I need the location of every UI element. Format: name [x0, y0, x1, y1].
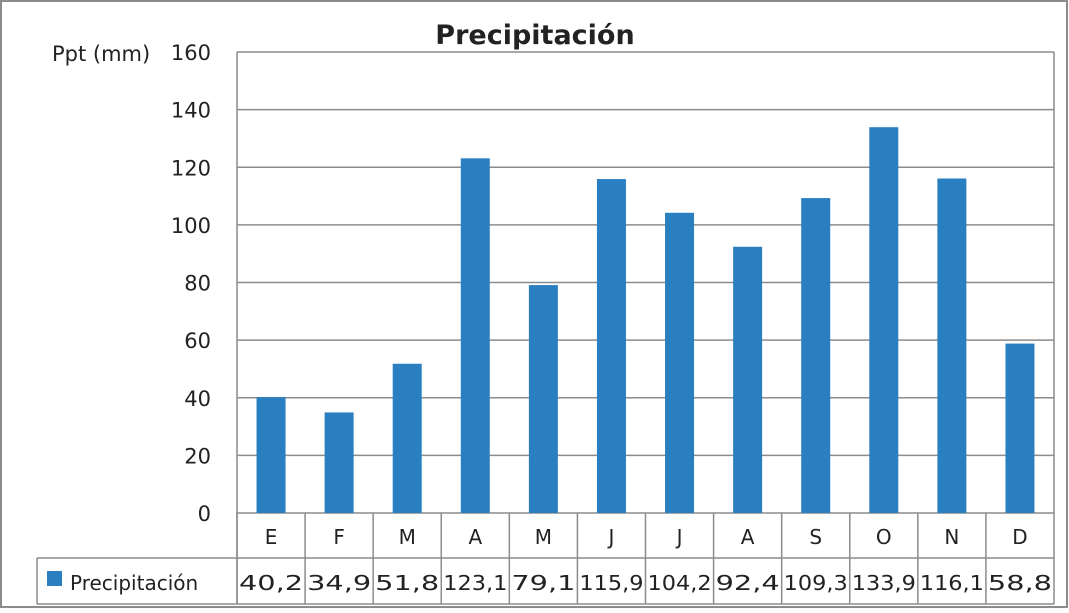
chart-title: Precipitación [435, 20, 634, 51]
data-value: 51,8 [375, 571, 439, 595]
category-label: E [265, 525, 278, 549]
bar-M [528, 285, 558, 513]
data-value: 109,3 [784, 571, 848, 595]
data-value: 116,1 [920, 571, 984, 595]
y-axis-label: Ppt (mm) [52, 42, 150, 66]
y-tick-label: 120 [171, 156, 211, 180]
bar-O [869, 127, 899, 513]
data-value: 92,4 [716, 571, 780, 595]
category-label: J [675, 525, 683, 549]
category-label: D [1012, 525, 1027, 549]
bar-A [733, 246, 763, 513]
category-label: J [607, 525, 615, 549]
bar-F [324, 412, 354, 513]
y-tick-label: 140 [171, 99, 211, 123]
category-label: A [468, 525, 482, 549]
bar-D [1005, 343, 1035, 513]
category-label: M [399, 525, 416, 549]
legend-label: Precipitación [70, 571, 198, 595]
y-tick-label: 100 [171, 214, 211, 238]
data-value: 115,9 [579, 571, 643, 595]
category-label: M [535, 525, 552, 549]
bar-M [392, 363, 422, 513]
data-value: 40,2 [239, 571, 303, 595]
bar-S [801, 198, 831, 513]
category-label: S [809, 525, 822, 549]
category-label: N [944, 525, 959, 549]
data-value: 104,2 [648, 571, 712, 595]
data-value: 123,1 [443, 571, 507, 595]
bar-E [256, 397, 286, 513]
bar-A [460, 158, 490, 514]
y-tick-label: 40 [184, 387, 211, 411]
y-tick-label: 80 [184, 272, 211, 296]
bar-N [937, 178, 967, 513]
y-tick-label: 20 [184, 444, 211, 468]
category-label: O [876, 525, 892, 549]
bar-J [596, 179, 626, 514]
legend-swatch [47, 571, 62, 586]
data-value: 34,9 [307, 571, 371, 595]
category-label: A [741, 525, 755, 549]
data-value: 79,1 [511, 571, 575, 595]
bar-J [665, 212, 695, 513]
y-tick-label: 160 [171, 41, 211, 65]
y-tick-label: 0 [198, 502, 211, 526]
data-value: 133,9 [852, 571, 916, 595]
data-value: 58,8 [988, 571, 1052, 595]
y-tick-label: 60 [184, 329, 211, 353]
category-label: F [333, 525, 345, 549]
